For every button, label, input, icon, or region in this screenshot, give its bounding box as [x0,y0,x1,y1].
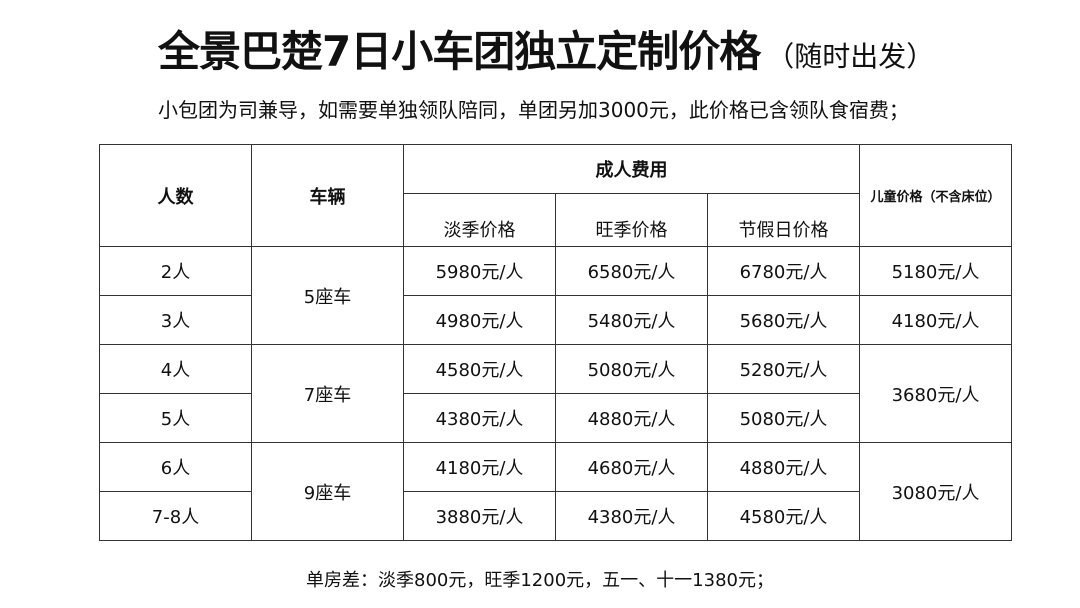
header-adult: 成人费用 [402,144,861,194]
cell-off: 4380元/人 [403,393,556,443]
subheader-row: 淡季价格 旺季价格 节假日价格 [100,193,1012,247]
cell-child: 3680元/人 [859,344,1013,443]
cell-people: 5人 [99,393,252,443]
table-row: 3人 4980元/人 5480元/人 5680元/人 4180元/人 [99,295,1013,345]
cell-child: 3080元/人 [859,442,1013,541]
title-main: 全景巴楚7日小车团独立定制价格 [158,27,761,76]
cell-holiday: 5080元/人 [706,393,861,443]
page-title: 全景巴楚7日小车团独立定制价格 （随时出发） [158,18,934,79]
header-holiday: 节假日价格 [706,193,861,247]
table-row: 6人 9座车 4180元/人 4680元/人 4880元/人 3080元/人 [99,442,1013,541]
cell-peak: 5480元/人 [555,295,708,345]
cell-people: 6人 [99,442,252,492]
header-peak-season: 旺季价格 [555,193,708,247]
cell-vehicle: 9座车 [251,442,404,541]
cell-vehicle: 7座车 [251,344,404,443]
table-row: 5人 4380元/人 4880元/人 5080元/人 [99,393,1012,443]
cell-off: 4180元/人 [403,442,556,492]
footer-note: 单房差：淡季800元，旺季1200元，五一、十一1380元； [306,570,774,591]
cell-peak: 4680元/人 [555,442,708,492]
cell-peak: 4880元/人 [555,393,708,443]
cell-off: 4980元/人 [403,295,556,345]
cell-people: 3人 [99,295,252,345]
header-off-season: 淡季价格 [403,193,556,247]
note-text: 小包团为司兼导，如需要单独领队陪同，单团另加3000元，此价格已含领队食宿费； [158,98,909,122]
cell-holiday: 4580元/人 [706,491,861,541]
cell-holiday: 4880元/人 [706,442,861,492]
title-sub: （随时出发） [766,40,935,73]
header-people: 人数 [99,144,252,247]
table-row: 2人 5座车 5980元/人 6580元/人 6780元/人 5180元/人 [99,246,1013,345]
table-row: 7-8人 3880元/人 4380元/人 4580元/人 [99,491,1012,541]
table-row: 4人 7座车 4580元/人 5080元/人 5280元/人 3680元/人 [99,344,1013,443]
cell-child: 4180元/人 [859,295,1013,345]
cell-people: 2人 [99,246,252,296]
cell-holiday: 6780元/人 [706,246,861,296]
cell-off: 3880元/人 [403,491,556,541]
header-child: 儿童价格（不含床位） [859,144,1013,247]
cell-child: 5180元/人 [859,246,1013,296]
cell-people: 4人 [99,344,252,394]
cell-peak: 5080元/人 [555,344,708,394]
cell-off: 4580元/人 [403,344,556,394]
cell-people: 7-8人 [99,491,252,541]
price-table: 人数 车辆 成人费用 儿童价格（不含床位） 淡季价格 旺季价格 节假日价格 2人… [99,144,1013,541]
cell-peak: 4380元/人 [555,491,708,541]
cell-holiday: 5680元/人 [706,295,861,345]
cell-holiday: 5280元/人 [706,344,861,394]
header-vehicle: 车辆 [251,144,404,247]
cell-off: 5980元/人 [403,246,556,296]
cell-vehicle: 5座车 [251,246,404,345]
header-row: 人数 车辆 成人费用 儿童价格（不含床位） [99,144,1013,247]
cell-peak: 6580元/人 [555,246,708,296]
